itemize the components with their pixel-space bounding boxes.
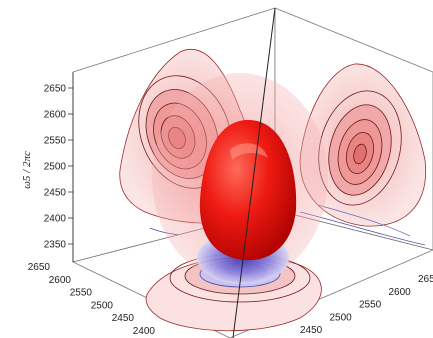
left-floor-axis-tick-label: 2600	[49, 275, 72, 286]
vertical-axis-tick-label: 2400	[44, 214, 67, 225]
right-floor-axis-ticks: 2450 2500 2550 2600 265	[300, 274, 433, 336]
left-floor-axis-tick-label: 2650	[28, 262, 51, 273]
right-floor-axis-tick-label: 2600	[389, 287, 412, 298]
positive-isosurface	[199, 119, 297, 261]
vertical-axis-tick-label: 2450	[44, 188, 67, 199]
right-floor-axis-tick-label: 2450	[300, 325, 323, 336]
left-floor-axis-tick-label: 2550	[70, 288, 93, 299]
vertical-axis-tick-label: 2600	[44, 110, 67, 121]
vertical-axis-tick-label: 2550	[44, 136, 67, 147]
vertical-axis-ticks: 2650 2600 2550 2500 2450 2400 2350	[44, 84, 73, 251]
right-floor-axis-tick-label: 265	[418, 274, 433, 285]
positive-isosurface-highlight	[230, 143, 268, 160]
vertical-axis-tick-label: 2350	[44, 240, 67, 251]
vertical-axis-tick-label: 2500	[44, 162, 67, 173]
vertical-axis-title: ω5 / 2πc	[21, 151, 33, 189]
right-floor-axis-tick-label: 2500	[330, 312, 353, 323]
front-edge-line	[232, 7, 276, 338]
left-floor-axis-tick-label: 2450	[112, 313, 135, 324]
right-wall-contours	[299, 63, 427, 246]
right-floor-axis-tick-label: 2550	[359, 300, 382, 311]
vertical-axis-tick-label: 2650	[44, 84, 67, 95]
left-floor-axis-tick-label: 2500	[91, 300, 114, 311]
left-floor-axis-tick-label: 2400	[133, 326, 156, 337]
